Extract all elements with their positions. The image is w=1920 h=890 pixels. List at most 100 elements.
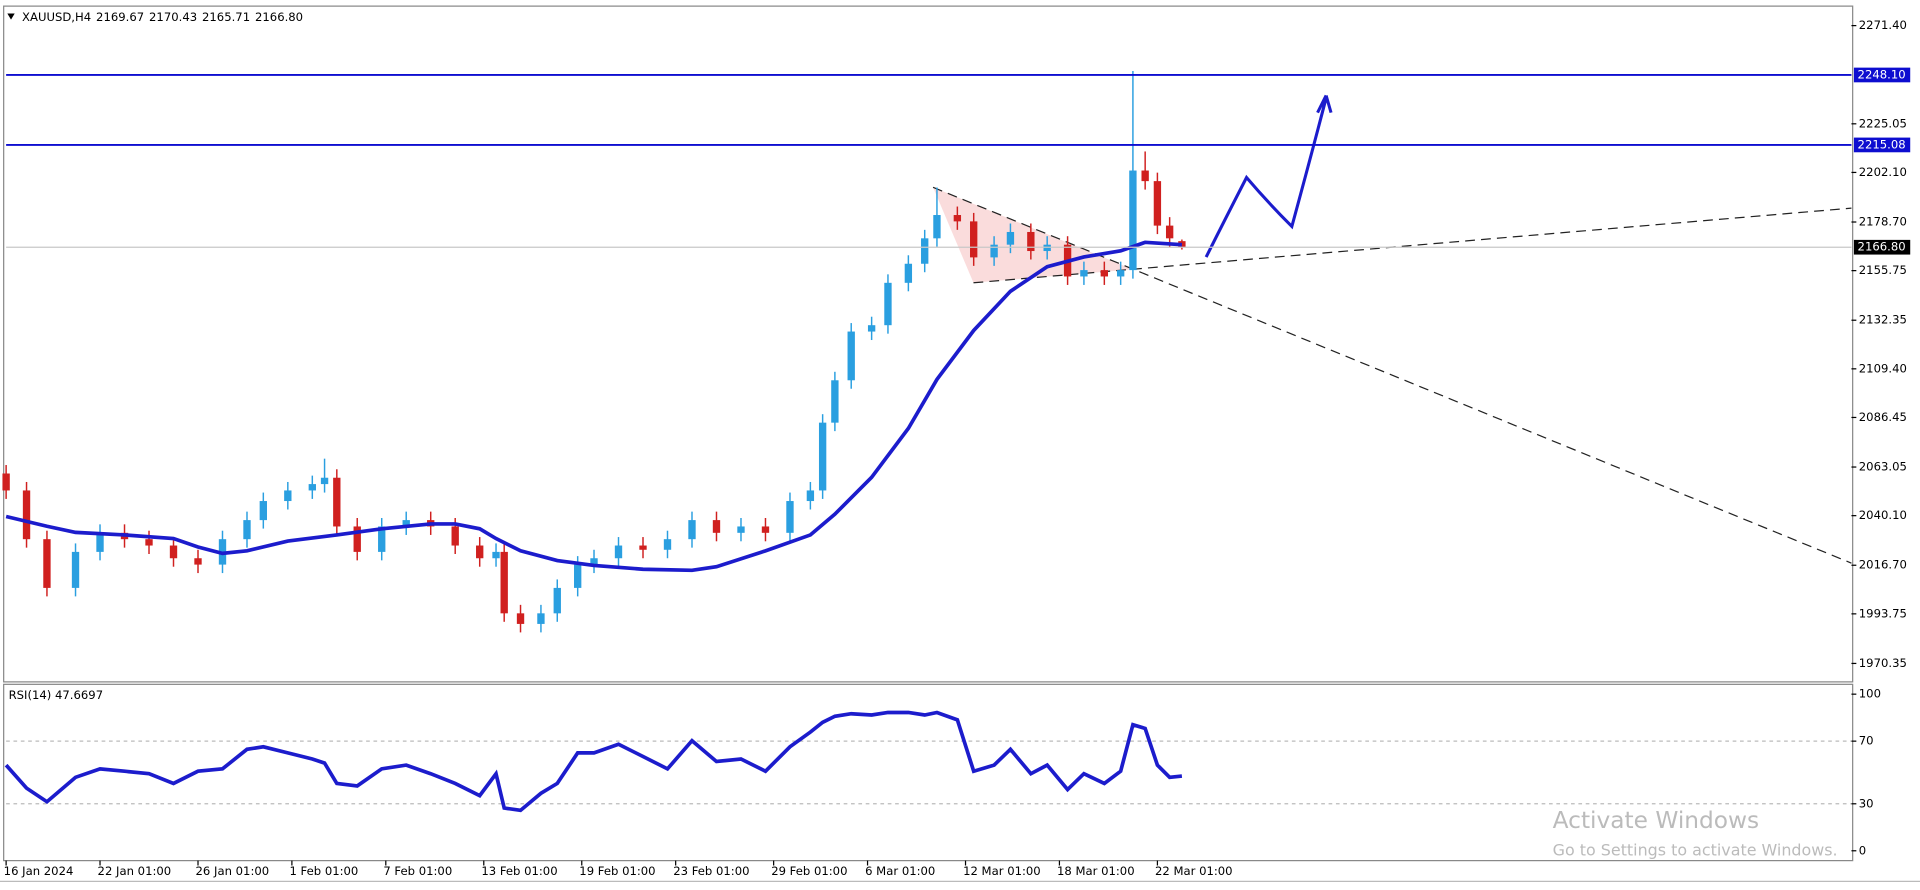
y-tick-label: 2202.10 [1859, 165, 1907, 179]
x-tick-label: 29 Feb 01:00 [771, 864, 847, 878]
level-label-box [1853, 67, 1911, 83]
candle-body [590, 558, 598, 565]
x-tick-label: 12 Mar 01:00 [963, 864, 1041, 878]
trend-line-down [932, 186, 1852, 564]
y-tick-label: 1970.35 [1859, 656, 1907, 670]
candle-body [953, 215, 962, 222]
y-tick-label: 30 [1859, 796, 1874, 810]
candle-body [847, 331, 855, 381]
x-tick-label: 16 Jan 2024 [4, 864, 74, 878]
rsi-panel-border [3, 683, 1854, 862]
y-tick-label: 2225.05 [1859, 116, 1907, 130]
last-price-label-box [1853, 239, 1911, 255]
x-tick-label: 26 Jan 01:00 [196, 864, 270, 878]
candle-body [43, 539, 51, 588]
candle-body [333, 477, 341, 527]
candle-body [933, 215, 941, 239]
x-tick-label: 6 Mar 01:00 [865, 864, 935, 878]
candle-body [259, 501, 267, 521]
candle-body [761, 526, 770, 533]
y-tick-label: 2086.45 [1859, 410, 1907, 424]
candle-body [194, 558, 202, 565]
candle-body [1100, 270, 1109, 277]
y-tick-label: 0 [1859, 843, 1866, 857]
candle-body [353, 526, 361, 552]
candle-body [574, 564, 582, 588]
candle-body [1080, 270, 1088, 277]
y-tick-label: 2178.70 [1859, 215, 1907, 229]
candle-body [2, 473, 10, 491]
ohlc-value: 2169.67 [96, 10, 144, 24]
candle-body [737, 526, 745, 533]
x-tick-label: 22 Jan 01:00 [98, 864, 172, 878]
candle-body [1153, 181, 1162, 226]
rsi-line [4, 710, 1183, 813]
candle-body [243, 520, 251, 540]
chart-root: XAUUSD,H4 2169.67 2170.43 2165.71 2166.80 RS… [0, 5, 1920, 883]
y-tick-label: 1993.75 [1859, 606, 1907, 620]
candle-body [516, 613, 525, 624]
candle-body [867, 325, 876, 332]
candle-body [818, 422, 827, 491]
symbol: XAUUSD,H4 [22, 10, 91, 24]
candle-body [537, 613, 545, 624]
candle-body [320, 477, 329, 485]
candle-body [553, 587, 561, 614]
candle-body [284, 490, 292, 502]
collapse-icon [7, 13, 15, 20]
x-tick-label: 23 Feb 01:00 [673, 864, 749, 878]
candle-body [786, 501, 794, 533]
x-tick-label: 1 Feb 01:00 [289, 864, 358, 878]
watermark-subtitle: Go to Settings to activate Windows. [1553, 840, 1838, 859]
candle-body [663, 539, 672, 550]
candle-body [639, 545, 647, 550]
candle-body [884, 282, 892, 326]
main-panel-border [3, 5, 1854, 683]
candle-body [1165, 225, 1174, 239]
moving-average [5, 240, 1183, 573]
candle-body [970, 221, 978, 258]
candle-body [990, 244, 998, 258]
y-tick-label: 2109.40 [1859, 361, 1907, 375]
level-label: 2215.08 [1858, 137, 1906, 151]
candle-body [71, 551, 80, 588]
candle-body [806, 490, 815, 502]
candle-body [169, 545, 178, 559]
rsi-title: RSI(14) 47.6697 [9, 688, 104, 702]
candle-body [1027, 231, 1035, 252]
candle-body [1141, 170, 1149, 182]
candle-body [402, 520, 410, 527]
x-tick-label: 13 Feb 01:00 [481, 864, 557, 878]
level-label-box [1853, 137, 1911, 153]
candle-body [22, 490, 31, 540]
candle-body [476, 545, 484, 559]
ohlc-value: 2170.43 [149, 10, 197, 24]
candle-body [1006, 231, 1015, 245]
candle-body [712, 520, 721, 533]
candle-body [904, 263, 913, 283]
y-tick-label: 70 [1859, 734, 1874, 748]
candle-body [1129, 170, 1137, 271]
candle-body [492, 551, 500, 559]
candle-body [145, 539, 153, 546]
candle-body [308, 484, 316, 491]
y-tick-label: 2271.40 [1859, 18, 1907, 32]
last-price-label: 2166.80 [1858, 240, 1906, 254]
symbol-header: XAUUSD,H4 2169.67 2170.43 2165.71 2166.80 [22, 10, 303, 24]
candle-body [1043, 244, 1051, 252]
candle-body [1116, 270, 1125, 277]
x-tick-label: 7 Feb 01:00 [383, 864, 452, 878]
x-tick-label: 18 Mar 01:00 [1057, 864, 1135, 878]
x-tick-label: 22 Mar 01:00 [1155, 864, 1233, 878]
y-tick-label: 2063.05 [1859, 460, 1907, 474]
candle-body [500, 551, 508, 614]
candle-body [614, 545, 623, 559]
y-tick-label: 2040.10 [1859, 508, 1907, 522]
y-tick-label: 2016.70 [1859, 558, 1907, 572]
level-label: 2248.10 [1858, 67, 1906, 81]
candle-body [688, 520, 696, 540]
candle-body [451, 526, 459, 546]
projection-arrow [1204, 94, 1333, 258]
